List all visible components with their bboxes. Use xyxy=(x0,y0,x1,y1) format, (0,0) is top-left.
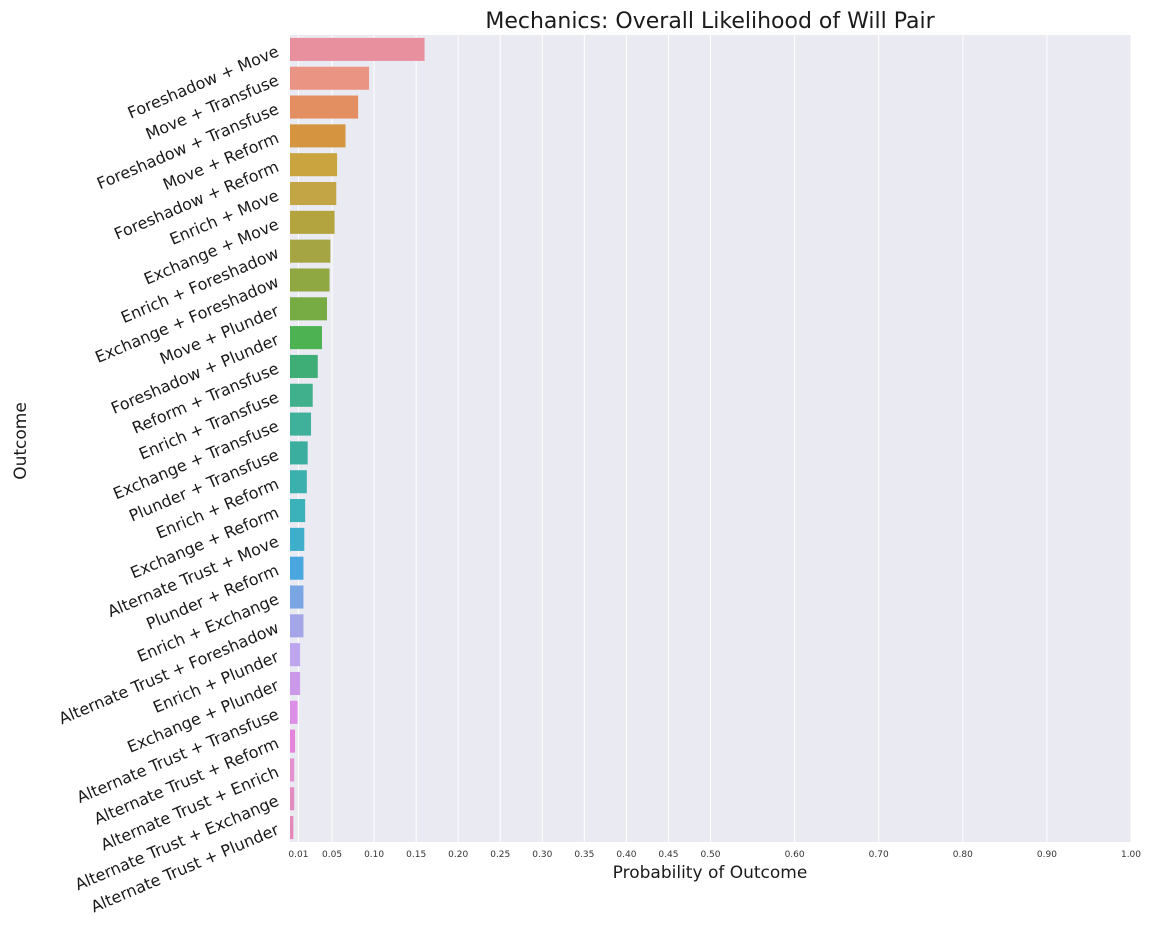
y-axis-label: Outcome xyxy=(11,402,31,480)
bar xyxy=(290,153,338,177)
bar xyxy=(290,239,331,263)
x-tick-label: 1.00 xyxy=(1121,850,1141,860)
bar xyxy=(290,124,346,148)
x-axis-label: Probability of Outcome xyxy=(613,863,808,883)
x-tick-label: 0.50 xyxy=(700,850,720,860)
bar xyxy=(290,441,308,465)
x-tick-label: 0.60 xyxy=(785,850,805,860)
bar xyxy=(290,729,296,753)
x-tick-label: 0.05 xyxy=(322,850,342,860)
x-tick-label: 0.10 xyxy=(364,850,384,860)
gridlines xyxy=(297,35,1132,842)
bar xyxy=(290,556,304,580)
x-axis-ticks: 0.01 0.05 0.10 0.15 0.20 0.25 0.30 0.35 0.40 0.45… xyxy=(288,850,1141,860)
bar xyxy=(290,210,335,234)
bar xyxy=(290,470,307,494)
x-tick-label: 0.15 xyxy=(406,850,426,860)
bar xyxy=(290,383,313,407)
bar xyxy=(290,787,295,811)
bar xyxy=(290,527,305,551)
bar xyxy=(290,585,304,609)
x-tick-label: 0.20 xyxy=(448,850,468,860)
x-tick-label: 0.70 xyxy=(869,850,889,860)
bar xyxy=(290,268,330,292)
bar xyxy=(290,614,304,638)
bar xyxy=(290,326,322,350)
bar xyxy=(290,66,370,90)
chart-title: Mechanics: Overall Likelihood of Will Pa… xyxy=(485,9,935,34)
bar xyxy=(290,181,337,206)
x-tick-label: 0.30 xyxy=(532,850,552,860)
bar xyxy=(290,354,318,378)
x-tick-label: 0.35 xyxy=(574,850,594,860)
bar xyxy=(290,499,306,523)
bar xyxy=(290,95,359,119)
bar xyxy=(290,643,301,667)
bar xyxy=(290,412,312,436)
bars xyxy=(290,37,425,840)
x-tick-label: 0.01 xyxy=(288,850,308,860)
bar xyxy=(290,671,301,696)
bar xyxy=(290,700,298,724)
x-tick-label: 0.25 xyxy=(490,850,510,860)
x-tick-label: 0.40 xyxy=(616,850,636,860)
x-tick-label: 0.90 xyxy=(1037,850,1057,860)
bar xyxy=(290,816,294,840)
bar xyxy=(290,297,328,321)
bar xyxy=(290,37,425,61)
bar xyxy=(290,758,295,782)
x-tick-label: 0.45 xyxy=(658,850,678,860)
x-tick-label: 0.80 xyxy=(953,850,973,860)
